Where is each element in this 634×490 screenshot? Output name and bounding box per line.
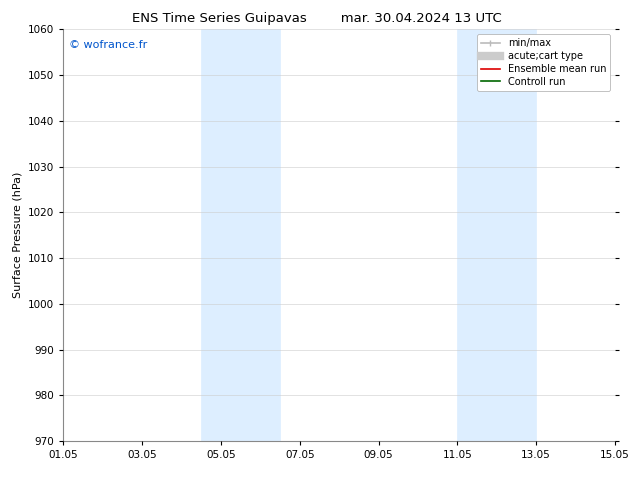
Bar — [202, 29, 280, 441]
Text: ENS Time Series Guipavas        mar. 30.04.2024 13 UTC: ENS Time Series Guipavas mar. 30.04.2024… — [132, 12, 502, 25]
Legend: min/max, acute;cart type, Ensemble mean run, Controll run: min/max, acute;cart type, Ensemble mean … — [477, 34, 610, 91]
Text: © wofrance.fr: © wofrance.fr — [69, 40, 147, 49]
Bar — [457, 29, 536, 441]
Y-axis label: Surface Pressure (hPa): Surface Pressure (hPa) — [13, 172, 23, 298]
